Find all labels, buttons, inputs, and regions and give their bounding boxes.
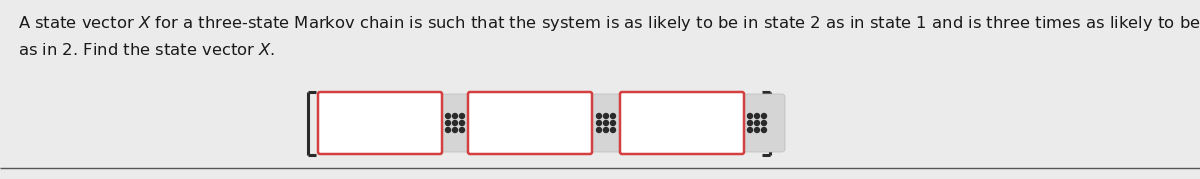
Circle shape [604, 127, 608, 132]
Circle shape [460, 120, 464, 125]
Circle shape [596, 120, 601, 125]
FancyBboxPatch shape [620, 92, 744, 154]
Circle shape [596, 127, 601, 132]
Text: A state vector $X$ for a three-state Markov chain is such that the system is as : A state vector $X$ for a three-state Mar… [18, 14, 1200, 33]
Circle shape [748, 127, 752, 132]
Circle shape [755, 127, 760, 132]
Circle shape [445, 113, 450, 118]
FancyBboxPatch shape [318, 92, 442, 154]
Circle shape [452, 127, 457, 132]
Circle shape [611, 120, 616, 125]
Circle shape [762, 113, 767, 118]
Circle shape [604, 120, 608, 125]
Circle shape [445, 127, 450, 132]
FancyBboxPatch shape [578, 94, 634, 152]
Circle shape [762, 120, 767, 125]
Circle shape [452, 113, 457, 118]
Circle shape [748, 113, 752, 118]
Circle shape [748, 120, 752, 125]
Circle shape [755, 113, 760, 118]
FancyBboxPatch shape [427, 94, 482, 152]
Circle shape [460, 113, 464, 118]
Circle shape [596, 113, 601, 118]
Circle shape [611, 113, 616, 118]
Circle shape [452, 120, 457, 125]
Circle shape [604, 113, 608, 118]
Circle shape [460, 127, 464, 132]
Circle shape [762, 127, 767, 132]
Text: as in 2. Find the state vector $X$.: as in 2. Find the state vector $X$. [18, 42, 275, 58]
Circle shape [445, 120, 450, 125]
FancyBboxPatch shape [468, 92, 592, 154]
Circle shape [755, 120, 760, 125]
Circle shape [611, 127, 616, 132]
FancyBboxPatch shape [730, 94, 785, 152]
